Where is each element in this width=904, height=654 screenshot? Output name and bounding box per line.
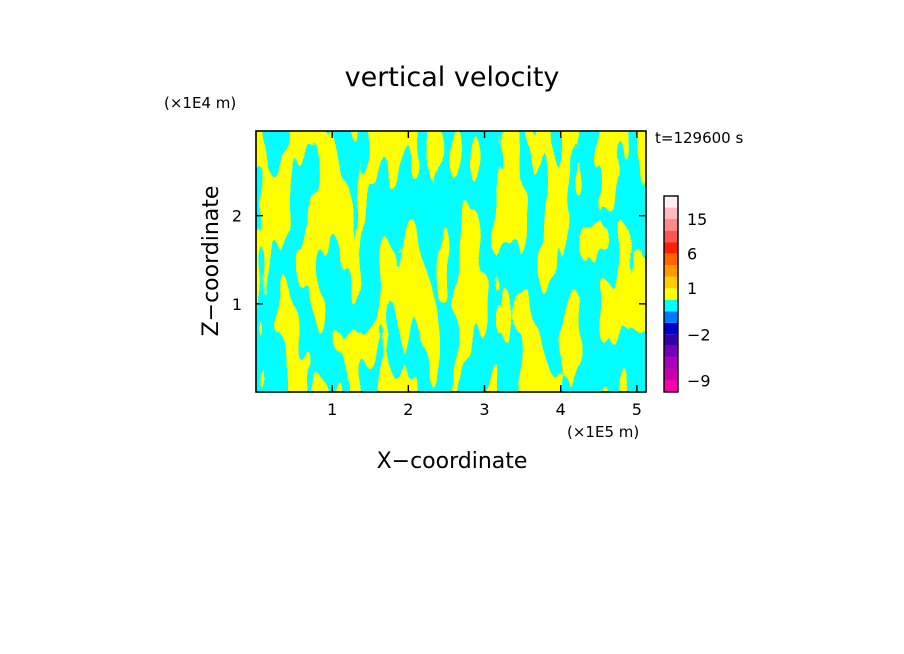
y-unit-label: (×1E4 m) <box>164 94 236 112</box>
x-tick-label: 5 <box>632 400 642 419</box>
colorbar-segment <box>664 299 678 312</box>
colorbar-segment <box>664 230 678 243</box>
colorbar-segment <box>664 242 678 254</box>
x-tick-label: 2 <box>403 400 413 419</box>
colorbar-label: −9 <box>687 371 711 390</box>
colorbar-segment <box>664 322 678 335</box>
x-unit-label: (×1E5 m) <box>567 423 639 441</box>
colorbar-segment <box>664 357 678 369</box>
y-tick-label: 2 <box>232 207 242 226</box>
time-label: t=129600 s <box>655 129 743 147</box>
colorbar-segment <box>664 253 678 266</box>
colorbar-segment <box>664 219 678 231</box>
colorbar-label: 15 <box>687 210 707 229</box>
colorbar-segment <box>664 345 678 358</box>
colorbar-segment <box>664 288 678 300</box>
y-tick-label: 1 <box>232 295 242 314</box>
colorbar-frame <box>663 195 679 393</box>
y-axis-label: Z−coordinate <box>199 186 224 337</box>
colorbar-label: −2 <box>687 325 711 344</box>
colorbar-segment <box>664 380 678 392</box>
chart-title: vertical velocity <box>345 62 560 93</box>
colorbar-label: 1 <box>687 279 697 298</box>
colorbar-segment <box>664 265 678 277</box>
colorbar-segment <box>664 207 678 220</box>
field-negative-region <box>256 131 646 392</box>
x-tick-label: 4 <box>556 400 566 419</box>
colorbar-segment <box>664 334 678 346</box>
x-axis-label: X−coordinate <box>377 449 528 474</box>
x-tick-label: 1 <box>327 400 337 419</box>
contour-field <box>256 131 646 392</box>
colorbar-segment <box>664 368 678 381</box>
x-tick-label: 3 <box>479 400 489 419</box>
colorbar-label: 6 <box>687 245 697 264</box>
colorbar: −9 −2 1 6 15 <box>663 195 711 393</box>
colorbar-segment <box>664 196 678 208</box>
x-axis: 1 2 3 4 5 <box>327 131 642 419</box>
y-axis: 12 <box>232 207 646 314</box>
colorbar-segment <box>664 276 678 289</box>
plot-frame <box>255 130 647 393</box>
colorbar-segment <box>664 311 678 323</box>
